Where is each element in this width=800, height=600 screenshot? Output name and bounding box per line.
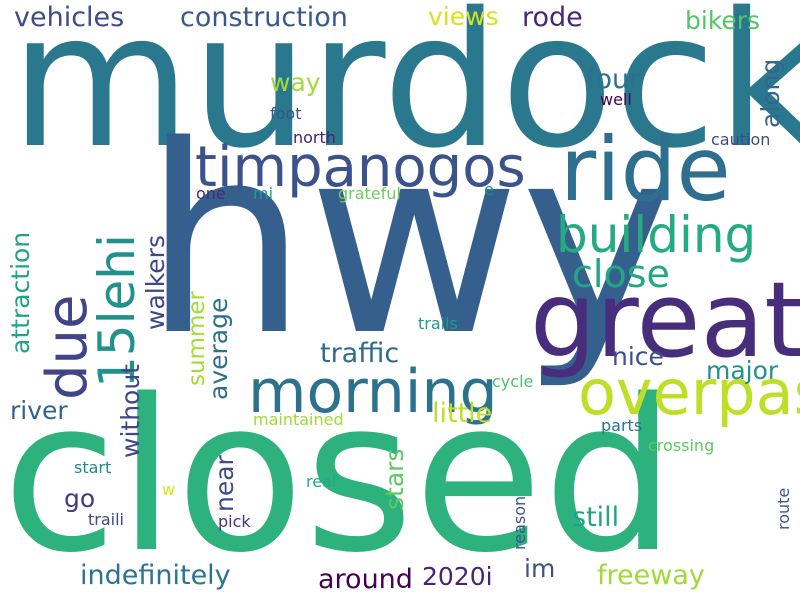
word-still: still: [572, 502, 620, 533]
word-bikers: bikers: [685, 6, 761, 35]
word-hwy: hwy: [143, 91, 675, 393]
word-trails: little: [432, 398, 493, 429]
word-crossing: reason: [510, 495, 529, 550]
word-along: along: [756, 58, 785, 128]
word-reason: river: [10, 396, 68, 425]
word-little: parts: [601, 416, 643, 435]
word-indefinitely: indefinitely: [80, 560, 231, 591]
word-parts: go: [64, 484, 96, 513]
word-well: well: [600, 90, 632, 109]
word-summer: summer: [184, 291, 210, 386]
word-four: four: [586, 64, 641, 95]
word-close: morning: [248, 357, 498, 427]
word-foot: foot: [270, 104, 302, 123]
word-stars: nice: [612, 342, 664, 371]
word-due: overpass: [578, 356, 800, 429]
word-caution: caution: [711, 130, 771, 149]
word-major: near: [210, 455, 239, 512]
word-river: stars: [380, 448, 409, 510]
word-without: traffic: [320, 338, 400, 369]
word-ride: ride: [560, 118, 731, 221]
word-north: north: [293, 128, 336, 147]
word-rode: rode: [522, 2, 583, 33]
word-15lehi: close: [572, 252, 670, 296]
word-great: great: [530, 259, 800, 381]
word-around: around: [318, 564, 413, 595]
word-pick: pick: [218, 512, 251, 531]
word-murdock: murdock: [10, 0, 800, 189]
word-way: way: [270, 68, 321, 97]
word-route: major: [706, 356, 779, 385]
word-vehicles: vehicles: [14, 2, 125, 33]
word-grateful: grateful: [338, 184, 401, 203]
word-closed: closed: [2, 354, 677, 599]
word-im: im: [524, 554, 556, 583]
word-traffic: cycle: [492, 372, 534, 391]
word-go: crossing: [648, 436, 715, 455]
word-near: trails: [418, 314, 458, 333]
word-timpanogos: timpanogos: [195, 135, 526, 200]
word-mi: mi: [253, 184, 274, 203]
word-real: real: [306, 472, 337, 491]
word-traili: traili: [88, 510, 124, 529]
word-construction: construction: [180, 2, 348, 33]
word-2020i: 2020i: [422, 562, 493, 591]
word-walkers: walkers: [141, 235, 170, 330]
word-attraction: attraction: [6, 231, 35, 354]
word-freeway: freeway: [597, 560, 705, 591]
word-building: building: [556, 206, 757, 264]
word-views: views: [428, 2, 499, 31]
word-one: one: [196, 184, 226, 203]
word-cycle: maintained: [253, 410, 344, 429]
word-e: e: [484, 180, 494, 199]
word-start: start: [74, 458, 112, 477]
word-maintained: route: [774, 487, 793, 530]
word-w: w: [162, 480, 176, 499]
word-nice: without: [116, 364, 145, 458]
